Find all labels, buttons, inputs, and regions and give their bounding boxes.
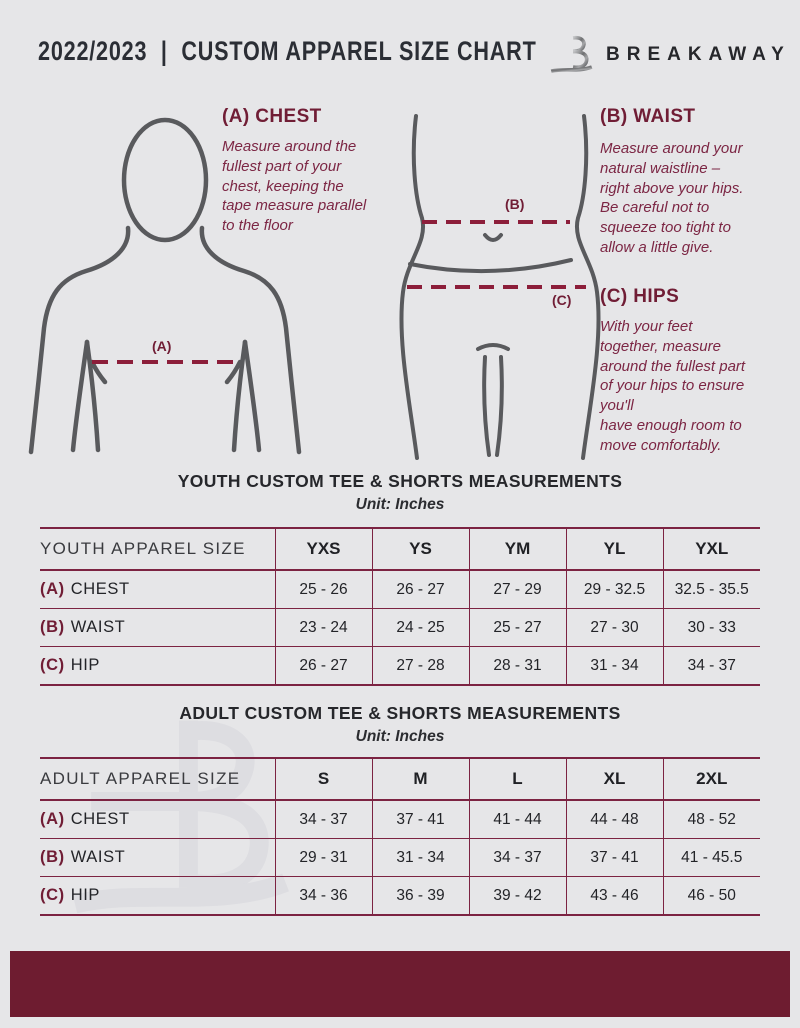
row-label: CHEST (70, 810, 130, 828)
measurement-cell: 34 - 37 (469, 838, 567, 877)
youth-header-row: YOUTH APPAREL SIZE YXS YS YM YL YXL (40, 528, 760, 570)
measurement-cell: 36 - 39 (372, 876, 470, 915)
measurement-cell: 41 - 45.5 (681, 848, 743, 866)
measurement-cell: 26 - 27 (372, 570, 470, 609)
brand-name: BREAKAWAY (606, 44, 791, 65)
measurement-cell: 27 - 28 (372, 646, 470, 685)
table-row-waist: (B) WAIST 23 - 24 24 - 25 25 - 27 27 - 30… (40, 608, 760, 647)
lower-body-diagram (399, 114, 601, 460)
chest-marker-label: (A) (152, 338, 172, 354)
adult-header-row: ADULT APPAREL SIZE S M L XL 2XL (40, 758, 760, 800)
measurement-cell: 23 - 24 (275, 608, 373, 647)
row-key: (C) (40, 656, 65, 674)
measurement-cell: 34 - 36 (275, 876, 373, 915)
measurement-cell: 30 - 33 (687, 618, 736, 636)
youth-table-unit: Unit: Inches (355, 496, 445, 513)
measurement-cell: 32.5 - 35.5 (674, 580, 749, 598)
measurement-cell: 48 - 52 (687, 810, 736, 828)
size-column-header: 2XL (696, 769, 728, 788)
row-key: (B) (40, 848, 65, 866)
measurement-cell: 25 - 26 (275, 570, 373, 609)
row-key: (A) (40, 810, 65, 828)
measurement-cell: 28 - 31 (469, 646, 567, 685)
size-column-header: YXL (695, 539, 729, 558)
youth-table-title: YOUTH CUSTOM TEE & SHORTS MEASUREMENTS (177, 471, 623, 491)
measurement-cell: 37 - 41 (566, 838, 664, 877)
adult-table-unit: Unit: Inches (355, 728, 445, 745)
row-label: WAIST (70, 618, 126, 636)
measurement-cell: 25 - 27 (469, 608, 567, 647)
youth-size-label: YOUTH APPAREL SIZE (40, 528, 276, 570)
size-column-header: YL (566, 528, 664, 570)
chest-instructions: Measure around the fullest part of your … (222, 138, 367, 235)
youth-size-table: YOUTH APPAREL SIZE YXS YS YM YL YXL (A) C… (40, 527, 760, 686)
measurement-cell: 39 - 42 (469, 876, 567, 915)
measurement-cell: 34 - 37 (275, 800, 373, 839)
footer-bar (10, 951, 790, 1017)
waist-instructions: Measure around your natural waistline – … (600, 140, 744, 256)
page-title: 2022/2023 | CUSTOM APPAREL SIZE CHART (38, 36, 537, 66)
waist-heading: (B) WAIST (600, 106, 696, 127)
measurement-cell: 43 - 46 (566, 876, 664, 915)
measurement-cell: 29 - 31 (275, 838, 373, 877)
size-column-header: YXS (275, 528, 373, 570)
chest-heading: (A) CHEST (222, 106, 322, 127)
measurement-cell: 26 - 27 (275, 646, 373, 685)
table-row-waist: (B) WAIST 29 - 31 31 - 34 34 - 37 37 - 41… (40, 838, 760, 877)
measurement-cell: 31 - 34 (566, 646, 664, 685)
row-label: HIP (70, 656, 101, 674)
table-row-chest: (A) CHEST 34 - 37 37 - 41 41 - 44 44 - 48… (40, 800, 760, 839)
size-column-header: YM (469, 528, 567, 570)
measurement-cell: 27 - 30 (566, 608, 664, 647)
hips-heading: (C) HIPS (600, 286, 680, 307)
measurement-cell: 24 - 25 (372, 608, 470, 647)
measurement-cell: 46 - 50 (687, 886, 736, 904)
table-row-chest: (A) CHEST 25 - 26 26 - 27 27 - 29 29 - 32… (40, 570, 760, 609)
table-row-hip: (C) HIP 34 - 36 36 - 39 39 - 42 43 - 46 4… (40, 876, 760, 915)
adult-size-label: ADULT APPAREL SIZE (40, 758, 276, 800)
measurement-cell: 41 - 44 (469, 800, 567, 839)
size-column-header: S (275, 758, 373, 800)
measurement-cell: 31 - 34 (372, 838, 470, 877)
hips-instructions: With your feet together, measure around … (600, 318, 746, 454)
size-column-header: M (372, 758, 470, 800)
adult-size-table: ADULT APPAREL SIZE S M L XL 2XL (A) CHEST… (40, 757, 760, 916)
row-label: WAIST (70, 848, 126, 866)
measurement-cell: 27 - 29 (469, 570, 567, 609)
adult-table-title: ADULT CUSTOM TEE & SHORTS MEASUREMENTS (179, 703, 621, 723)
row-key: (B) (40, 618, 65, 636)
upper-body-diagram (28, 117, 302, 455)
waist-marker-label: (B) (505, 196, 525, 212)
row-key: (A) (40, 580, 65, 598)
breakaway-logo-icon (550, 35, 593, 73)
hips-marker-label: (C) (552, 292, 572, 308)
table-row-hip: (C) HIP 26 - 27 27 - 28 28 - 31 31 - 34 3… (40, 646, 760, 685)
row-label: CHEST (70, 580, 130, 598)
size-column-header: XL (566, 758, 664, 800)
row-label: HIP (70, 886, 101, 904)
measurement-cell: 29 - 32.5 (566, 570, 664, 609)
measurement-cell: 34 - 37 (687, 656, 736, 674)
size-column-header: YS (372, 528, 470, 570)
measurement-cell: 44 - 48 (566, 800, 664, 839)
row-key: (C) (40, 886, 65, 904)
measurement-cell: 37 - 41 (372, 800, 470, 839)
size-column-header: L (469, 758, 567, 800)
